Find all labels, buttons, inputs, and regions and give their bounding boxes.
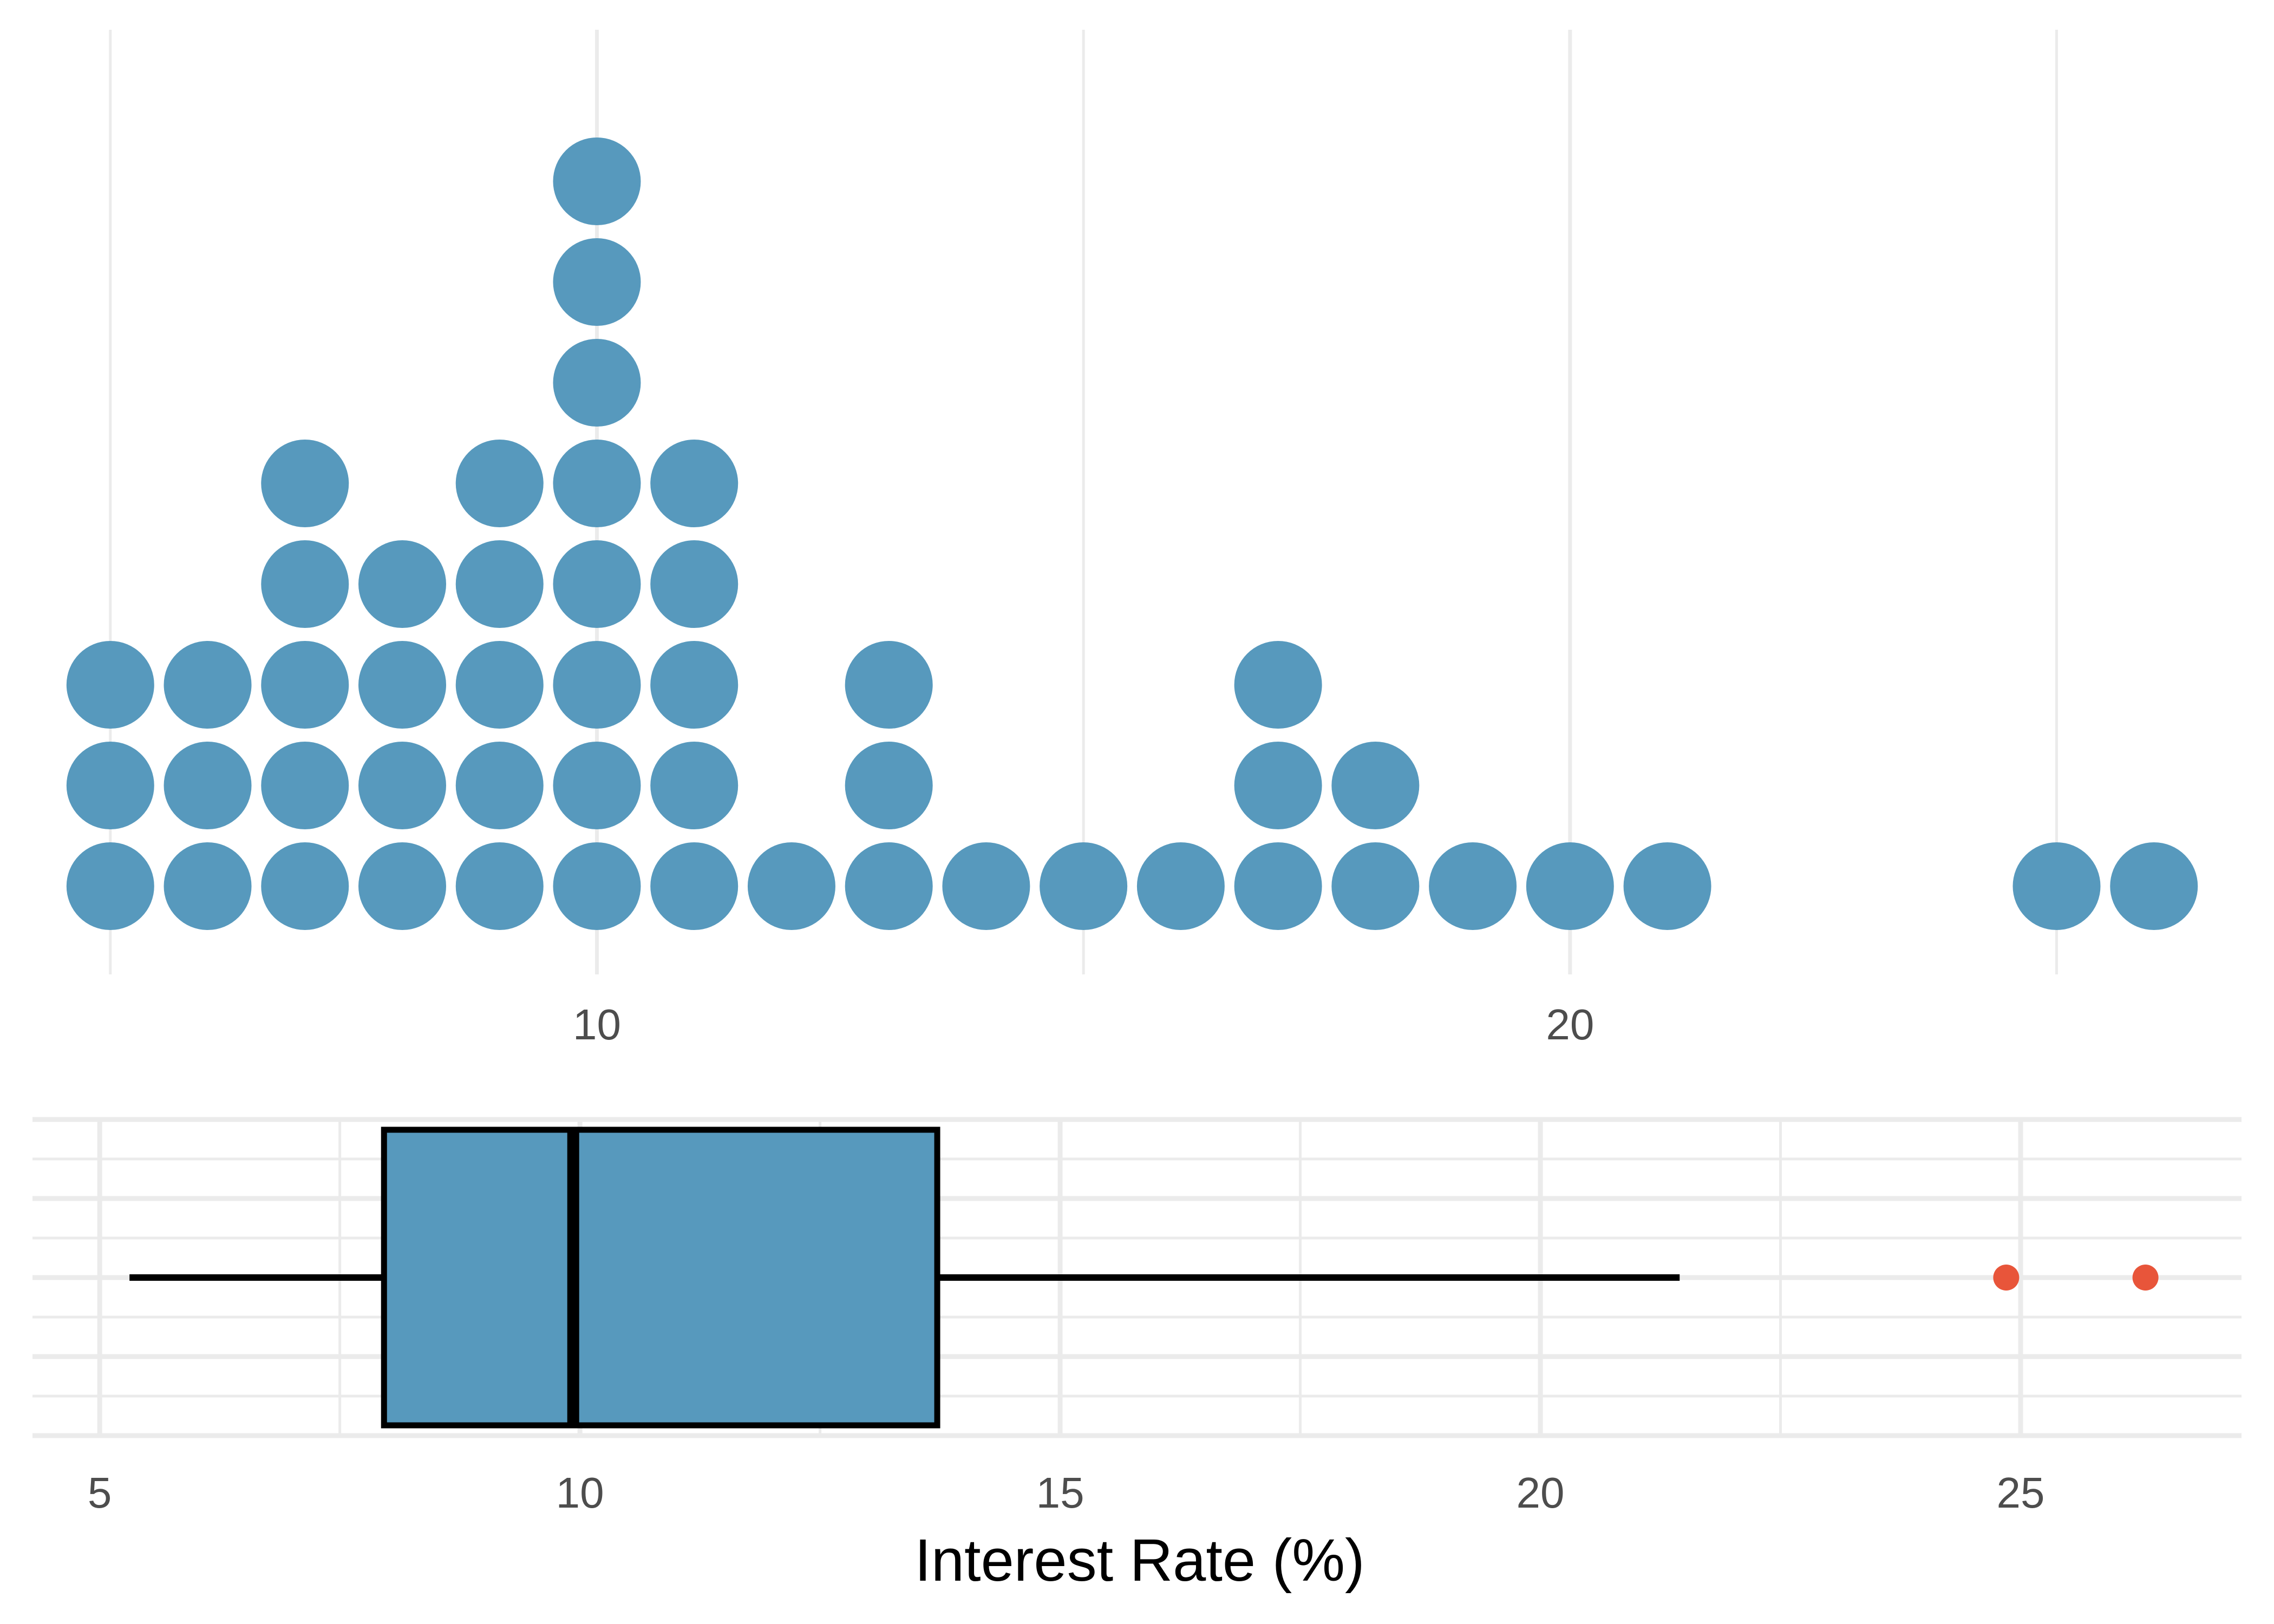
- dot-point: [1331, 742, 1420, 829]
- dot-point: [261, 641, 349, 729]
- box-iqr: [381, 1127, 940, 1429]
- dot-point: [650, 440, 739, 527]
- dot-point: [650, 540, 739, 628]
- dot-point: [942, 842, 1030, 930]
- dot-point: [1623, 842, 1711, 930]
- dot-point: [358, 742, 446, 829]
- dot-point: [553, 641, 641, 729]
- dot-point: [747, 842, 835, 930]
- box-x-tick-label: 10: [556, 1469, 604, 1517]
- dot-point: [358, 540, 446, 628]
- dot-point: [845, 641, 933, 729]
- dot-point: [66, 641, 154, 729]
- dot-point: [358, 842, 446, 930]
- dot-point: [261, 742, 349, 829]
- dot-point: [455, 440, 544, 527]
- dot-point: [66, 842, 154, 930]
- dot-point: [1136, 842, 1225, 930]
- dot-point: [1429, 842, 1517, 930]
- dot-point: [1234, 842, 1322, 930]
- dot-point: [455, 641, 544, 729]
- dot-point: [845, 842, 933, 930]
- box-outlier-point: [1993, 1265, 2020, 1291]
- box-x-tick-label: 5: [88, 1469, 112, 1517]
- dot-point: [553, 440, 641, 527]
- dot-point: [164, 742, 252, 829]
- x-axis-title: Interest Rate (%): [914, 1527, 1364, 1594]
- dot-point: [553, 238, 641, 326]
- dot-point: [261, 842, 349, 930]
- dot-point: [553, 540, 641, 628]
- dot-point: [1234, 641, 1322, 729]
- box-plot-panel: 5 10 15 20 25: [32, 1117, 2242, 1517]
- dot-point: [650, 641, 739, 729]
- dot-point: [261, 440, 349, 527]
- dot-point: [164, 641, 252, 729]
- dot-point: [553, 842, 641, 930]
- dot-plot-x-tick-labels: 10 20: [573, 1000, 1594, 1049]
- dot-point: [650, 842, 739, 930]
- dot-plot-points: [66, 137, 2198, 930]
- dot-point: [164, 842, 252, 930]
- dot-point: [455, 842, 544, 930]
- dot-point: [845, 742, 933, 829]
- dot-point: [1331, 842, 1420, 930]
- dot-plot-panel: 10 20: [66, 30, 2198, 1049]
- dot-point: [2012, 842, 2101, 930]
- dot-point: [2110, 842, 2198, 930]
- dot-x-tick-label: 20: [1546, 1000, 1594, 1049]
- dot-point: [455, 742, 544, 829]
- dot-point: [1526, 842, 1614, 930]
- box-x-tick-label: 20: [1517, 1469, 1565, 1517]
- box-outlier-point: [2132, 1265, 2159, 1291]
- dot-point: [553, 339, 641, 427]
- dot-point: [553, 137, 641, 225]
- box-plot-x-tick-labels: 5 10 15 20 25: [88, 1469, 2045, 1517]
- dot-point: [1040, 842, 1128, 930]
- box-x-tick-label: 25: [1997, 1469, 2045, 1517]
- dot-point: [650, 742, 739, 829]
- box-plot-marks: [129, 1127, 2159, 1429]
- dot-point: [553, 742, 641, 829]
- dot-point: [455, 540, 544, 628]
- dot-point: [261, 540, 349, 628]
- dot-point: [1234, 742, 1322, 829]
- dot-point: [66, 742, 154, 829]
- box-x-tick-label: 15: [1036, 1469, 1084, 1517]
- dot-point: [358, 641, 446, 729]
- dot-x-tick-label: 10: [573, 1000, 621, 1049]
